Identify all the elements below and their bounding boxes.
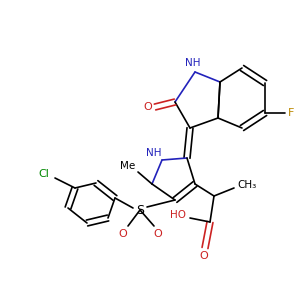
- Text: NH: NH: [146, 148, 162, 158]
- Text: CH₃: CH₃: [237, 180, 256, 190]
- Text: S: S: [136, 203, 144, 217]
- Text: O: O: [118, 229, 127, 239]
- Text: NH: NH: [185, 58, 201, 68]
- Text: Cl: Cl: [39, 169, 50, 179]
- Text: O: O: [154, 229, 162, 239]
- Text: O: O: [144, 102, 152, 112]
- Text: HO: HO: [170, 210, 186, 220]
- Text: Me: Me: [120, 161, 136, 171]
- Text: O: O: [200, 251, 208, 261]
- Text: F: F: [288, 108, 294, 118]
